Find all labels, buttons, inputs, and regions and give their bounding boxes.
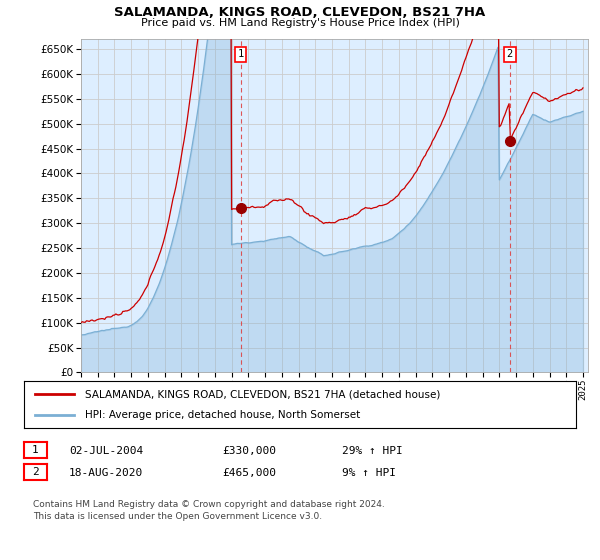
Text: 29% ↑ HPI: 29% ↑ HPI — [342, 446, 403, 456]
Text: 2: 2 — [32, 467, 39, 477]
Text: £330,000: £330,000 — [222, 446, 276, 456]
Text: 1: 1 — [238, 49, 244, 59]
Text: 1: 1 — [32, 445, 39, 455]
Text: 2: 2 — [506, 49, 513, 59]
Text: SALAMANDA, KINGS ROAD, CLEVEDON, BS21 7HA (detached house): SALAMANDA, KINGS ROAD, CLEVEDON, BS21 7H… — [85, 389, 440, 399]
Text: This data is licensed under the Open Government Licence v3.0.: This data is licensed under the Open Gov… — [33, 512, 322, 521]
Text: SALAMANDA, KINGS ROAD, CLEVEDON, BS21 7HA: SALAMANDA, KINGS ROAD, CLEVEDON, BS21 7H… — [115, 6, 485, 18]
Text: Price paid vs. HM Land Registry's House Price Index (HPI): Price paid vs. HM Land Registry's House … — [140, 18, 460, 28]
Text: 02-JUL-2004: 02-JUL-2004 — [69, 446, 143, 456]
Text: HPI: Average price, detached house, North Somerset: HPI: Average price, detached house, Nort… — [85, 410, 360, 420]
Text: £465,000: £465,000 — [222, 468, 276, 478]
Text: 9% ↑ HPI: 9% ↑ HPI — [342, 468, 396, 478]
Text: 18-AUG-2020: 18-AUG-2020 — [69, 468, 143, 478]
Text: Contains HM Land Registry data © Crown copyright and database right 2024.: Contains HM Land Registry data © Crown c… — [33, 500, 385, 508]
